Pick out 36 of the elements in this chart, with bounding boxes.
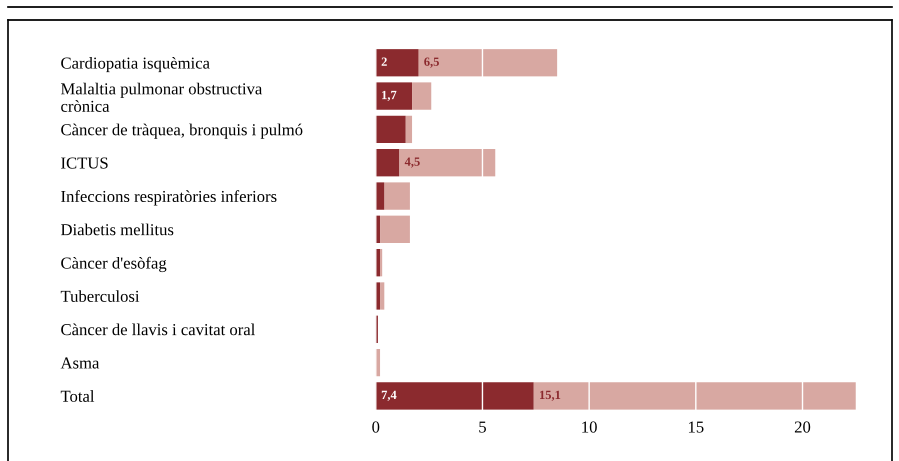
data-label: 7,4 xyxy=(382,390,397,401)
x-tick-label: 0 xyxy=(372,421,380,433)
x-tick-label: 10 xyxy=(582,421,597,433)
x-tick-label: 20 xyxy=(794,421,810,433)
bar xyxy=(376,82,412,110)
y-tick-label: Infeccions respiratòries inferiors xyxy=(61,190,276,206)
data-label: 1,7 xyxy=(382,90,396,102)
bar xyxy=(376,149,400,176)
bar xyxy=(399,149,496,176)
bar xyxy=(380,216,410,244)
bar xyxy=(376,49,418,76)
data-label: 2 xyxy=(382,57,387,66)
x-tick-label: 15 xyxy=(688,421,704,433)
data-label: 15,1 xyxy=(540,390,560,401)
bar xyxy=(376,182,384,210)
data-label: 6,5 xyxy=(424,57,439,68)
bar xyxy=(380,282,384,310)
y-tick-label: Diabetis mellitus xyxy=(60,224,174,236)
y-tick-label: Tuberculosi xyxy=(60,290,140,302)
y-tick-label: Càncer de tràquea, bronquis i pulmó xyxy=(61,124,302,139)
x-tick-label: 5 xyxy=(479,422,486,433)
y-tick-label: Cardiopatia isquèmica xyxy=(61,56,210,72)
bar xyxy=(418,49,558,76)
y-tick-label: ICTUS xyxy=(61,157,108,169)
y-tick-label: Càncer d'esòfag xyxy=(61,256,166,272)
bar xyxy=(384,182,410,210)
bar xyxy=(534,382,856,410)
y-tick-label: Malaltia pulmonar obstructiva crònica xyxy=(60,82,262,112)
bar xyxy=(412,82,432,110)
y-tick-label: Càncer de llavis i cavitat oral xyxy=(61,323,255,336)
bar xyxy=(376,382,534,410)
bar xyxy=(376,116,406,144)
y-tick-label: Asma xyxy=(60,357,100,369)
y-tick-label: Total xyxy=(60,390,94,402)
data-label: 4,5 xyxy=(404,157,420,168)
bar xyxy=(406,116,412,144)
